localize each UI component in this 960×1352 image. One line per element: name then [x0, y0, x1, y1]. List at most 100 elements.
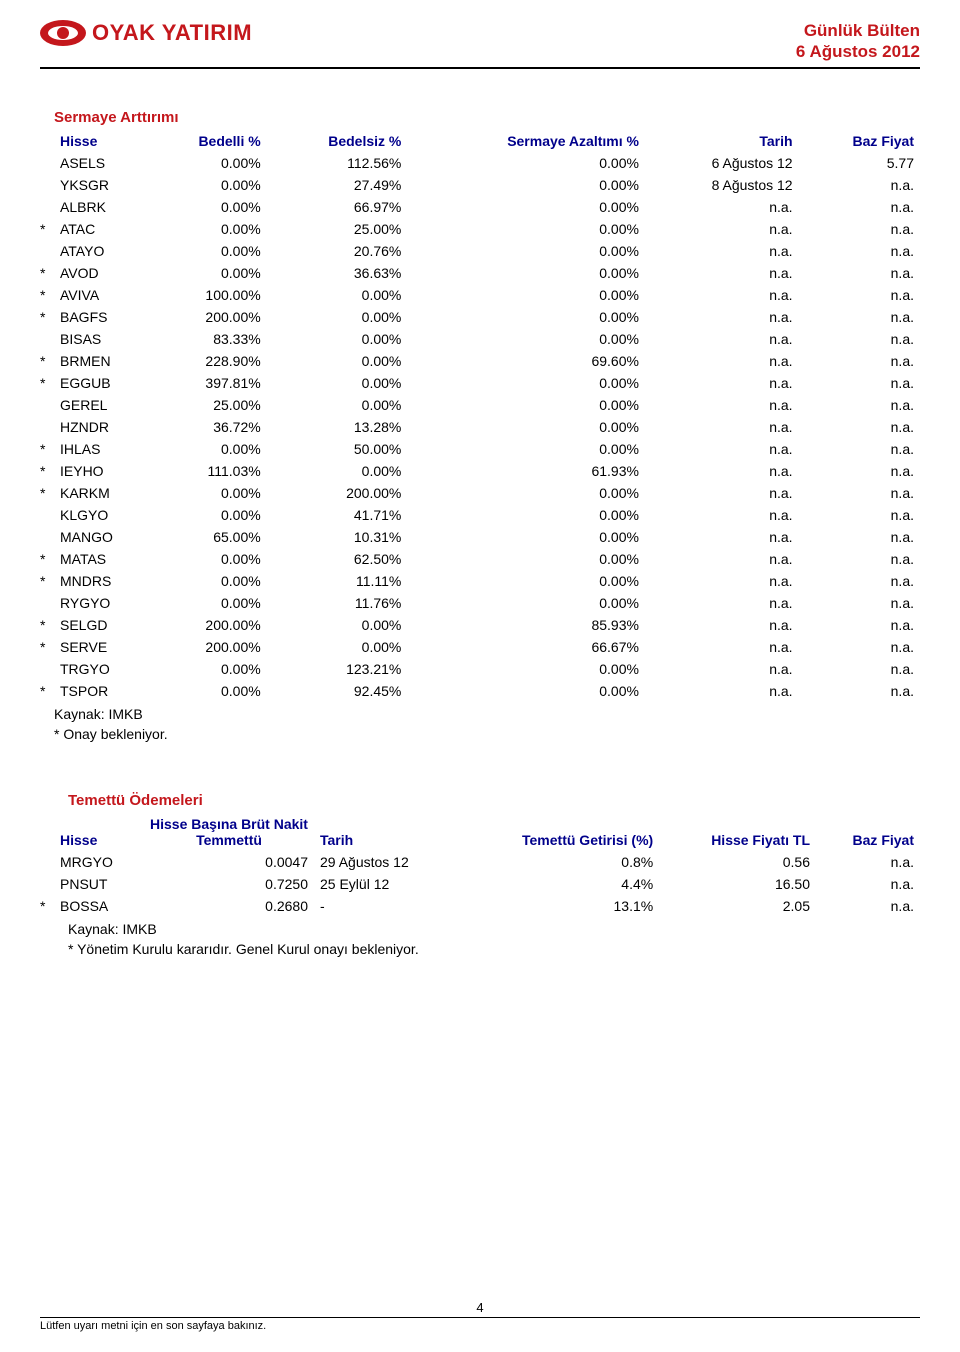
pending-mark: *: [40, 680, 54, 702]
bedelsiz-cell: 50.00%: [267, 438, 408, 460]
azaltimi-cell: 0.00%: [407, 328, 645, 350]
ticker-cell: ASELS: [54, 152, 144, 174]
bazfiyat-cell: n.a.: [799, 658, 920, 680]
azaltimi-cell: 0.00%: [407, 284, 645, 306]
col2-tarih: Tarih: [314, 813, 457, 851]
tarih-cell: 25 Eylül 12: [314, 873, 457, 895]
tarih-cell: n.a.: [645, 658, 799, 680]
getirisi-cell: 4.4%: [457, 873, 660, 895]
tarih-cell: n.a.: [645, 570, 799, 592]
tarih-cell: n.a.: [645, 636, 799, 658]
page-number: 4: [40, 1300, 920, 1315]
pending-mark: [40, 152, 54, 174]
pending-mark: *: [40, 636, 54, 658]
dividend-table: Hisse Hisse Başına Brüt Nakit Temmettü T…: [40, 813, 920, 917]
bazfiyat-cell: n.a.: [799, 174, 920, 196]
bazfiyat-cell: n.a.: [799, 372, 920, 394]
tarih-cell: n.a.: [645, 218, 799, 240]
table-row: *ATAC0.00%25.00%0.00%n.a.n.a.: [40, 218, 920, 240]
baz-cell: n.a.: [816, 895, 920, 917]
header-divider: [40, 67, 920, 69]
table1-title: Sermaye Arttırımı: [40, 109, 920, 126]
bedelsiz-cell: 0.00%: [267, 328, 408, 350]
pending-mark: *: [40, 350, 54, 372]
table1-header-row: Hisse Bedelli % Bedelsiz % Sermaye Azalt…: [40, 130, 920, 152]
pending-mark: [40, 240, 54, 262]
pending-mark: [40, 851, 54, 873]
azaltimi-cell: 0.00%: [407, 504, 645, 526]
bedelli-cell: 200.00%: [144, 306, 267, 328]
ticker-cell: BOSSA: [54, 895, 144, 917]
header-title-block: Günlük Bülten 6 Ağustos 2012: [796, 20, 920, 63]
azaltimi-cell: 0.00%: [407, 174, 645, 196]
ticker-cell: MATAS: [54, 548, 144, 570]
bedelli-cell: 0.00%: [144, 680, 267, 702]
ticker-cell: BRMEN: [54, 350, 144, 372]
tarih-cell: n.a.: [645, 328, 799, 350]
tarih-cell: n.a.: [645, 306, 799, 328]
bedelsiz-cell: 20.76%: [267, 240, 408, 262]
pending-mark: *: [40, 372, 54, 394]
azaltimi-cell: 66.67%: [407, 636, 645, 658]
tarih-cell: n.a.: [645, 460, 799, 482]
tarih-cell: n.a.: [645, 284, 799, 306]
col2-getirisi: Temettü Getirisi (%): [457, 813, 660, 851]
bedelli-cell: 0.00%: [144, 548, 267, 570]
bedelli-cell: 0.00%: [144, 658, 267, 680]
tarih-cell: -: [314, 895, 457, 917]
table-row: *AVOD0.00%36.63%0.00%n.a.n.a.: [40, 262, 920, 284]
bulletin-date: 6 Ağustos 2012: [796, 41, 920, 62]
pending-mark: *: [40, 218, 54, 240]
azaltimi-cell: 61.93%: [407, 460, 645, 482]
col2-hisse: Hisse: [54, 813, 144, 851]
ticker-cell: MNDRS: [54, 570, 144, 592]
pending-mark: *: [40, 614, 54, 636]
tarih-cell: n.a.: [645, 526, 799, 548]
bedelsiz-cell: 0.00%: [267, 372, 408, 394]
table-row: HZNDR36.72%13.28%0.00%n.a.n.a.: [40, 416, 920, 438]
bazfiyat-cell: n.a.: [799, 526, 920, 548]
tarih-cell: n.a.: [645, 416, 799, 438]
pending-mark: [40, 658, 54, 680]
ticker-cell: AVIVA: [54, 284, 144, 306]
azaltimi-cell: 0.00%: [407, 482, 645, 504]
bazfiyat-cell: n.a.: [799, 504, 920, 526]
baz-cell: n.a.: [816, 851, 920, 873]
pending-mark: *: [40, 570, 54, 592]
bedelli-cell: 200.00%: [144, 636, 267, 658]
tarih-cell: n.a.: [645, 372, 799, 394]
bedelsiz-cell: 123.21%: [267, 658, 408, 680]
table1-note: * Onay bekleniyor.: [40, 726, 920, 742]
tarih-cell: n.a.: [645, 350, 799, 372]
table-row: *KARKM0.00%200.00%0.00%n.a.n.a.: [40, 482, 920, 504]
ticker-cell: IHLAS: [54, 438, 144, 460]
col-sermaye-azaltimi: Sermaye Azaltımı %: [407, 130, 645, 152]
bedelsiz-cell: 112.56%: [267, 152, 408, 174]
bazfiyat-cell: n.a.: [799, 460, 920, 482]
bedelsiz-cell: 0.00%: [267, 636, 408, 658]
table-row: MRGYO0.004729 Ağustos 120.8%0.56n.a.: [40, 851, 920, 873]
bedelli-cell: 0.00%: [144, 262, 267, 284]
azaltimi-cell: 0.00%: [407, 372, 645, 394]
nakit-cell: 0.0047: [144, 851, 314, 873]
fiyat-cell: 16.50: [659, 873, 816, 895]
pending-mark: [40, 196, 54, 218]
table-row: *MATAS0.00%62.50%0.00%n.a.n.a.: [40, 548, 920, 570]
bazfiyat-cell: n.a.: [799, 262, 920, 284]
bedelli-cell: 0.00%: [144, 174, 267, 196]
bazfiyat-cell: n.a.: [799, 548, 920, 570]
azaltimi-cell: 0.00%: [407, 306, 645, 328]
azaltimi-cell: 0.00%: [407, 196, 645, 218]
azaltimi-cell: 0.00%: [407, 570, 645, 592]
bedelsiz-cell: 0.00%: [267, 350, 408, 372]
azaltimi-cell: 0.00%: [407, 394, 645, 416]
tarih-cell: n.a.: [645, 548, 799, 570]
table-row: *SERVE200.00%0.00%66.67%n.a.n.a.: [40, 636, 920, 658]
bedelsiz-cell: 25.00%: [267, 218, 408, 240]
table-row: ALBRK0.00%66.97%0.00%n.a.n.a.: [40, 196, 920, 218]
pending-mark: [40, 592, 54, 614]
table-row: ASELS0.00%112.56%0.00%6 Ağustos 125.77: [40, 152, 920, 174]
bazfiyat-cell: n.a.: [799, 416, 920, 438]
table-row: *IEYHO111.03%0.00%61.93%n.a.n.a.: [40, 460, 920, 482]
bedelsiz-cell: 0.00%: [267, 394, 408, 416]
